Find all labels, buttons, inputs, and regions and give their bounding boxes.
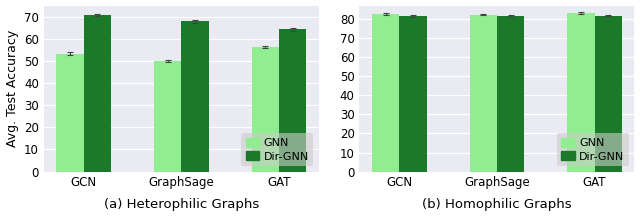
Bar bbox=[372, 14, 399, 172]
Bar bbox=[497, 16, 524, 172]
Bar bbox=[279, 29, 307, 172]
Bar bbox=[56, 54, 84, 172]
Bar bbox=[84, 15, 111, 172]
Legend: GNN, Dir-GNN: GNN, Dir-GNN bbox=[241, 134, 314, 166]
Bar bbox=[595, 16, 622, 172]
X-axis label: (a) Heterophilic Graphs: (a) Heterophilic Graphs bbox=[104, 198, 259, 211]
Y-axis label: Avg. Test Accuracy: Avg. Test Accuracy bbox=[6, 30, 19, 147]
Bar bbox=[470, 15, 497, 172]
Legend: GNN, Dir-GNN: GNN, Dir-GNN bbox=[557, 134, 629, 166]
Bar bbox=[567, 13, 595, 172]
Bar bbox=[399, 16, 427, 172]
Bar bbox=[154, 61, 181, 172]
Bar bbox=[181, 21, 209, 172]
X-axis label: (b) Homophilic Graphs: (b) Homophilic Graphs bbox=[422, 198, 572, 211]
Bar bbox=[252, 47, 279, 172]
